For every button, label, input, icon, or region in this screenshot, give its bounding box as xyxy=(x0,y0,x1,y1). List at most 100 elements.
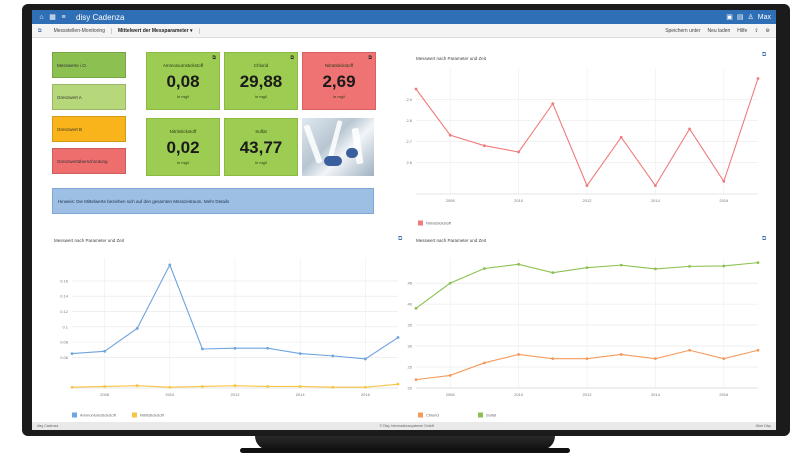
monitor-stand xyxy=(255,436,555,450)
status-bar: disy Cadenza © Disy Informationssysteme … xyxy=(32,422,776,430)
data-point xyxy=(135,326,139,330)
settings-icon[interactable]: ⚙ xyxy=(765,27,770,34)
info-banner: Hinweis: Die Mittelwerte beziehen sich a… xyxy=(52,188,374,214)
kpi-nitratstickstoff[interactable]: ⧉ Nitratstickstoff 2,69 in mg/l xyxy=(302,52,376,110)
data-point xyxy=(168,263,172,267)
data-point xyxy=(233,384,237,388)
legend-label: Sulfat xyxy=(486,413,497,418)
kpi-value: 2,69 xyxy=(322,72,356,91)
open-icon[interactable]: ⧉ xyxy=(762,52,767,58)
title-bar: ⌂ ▦ ≡ disy Cadenza ▣ ▤ ♙ Max xyxy=(32,10,776,24)
data-point xyxy=(688,348,691,352)
data-point xyxy=(298,352,302,355)
legend-label: Chlorid xyxy=(426,413,439,418)
open-icon[interactable]: ⧉ xyxy=(368,55,372,61)
save-as-button[interactable]: Speichern unter xyxy=(665,27,701,34)
data-point xyxy=(585,357,589,361)
kpi-sulfat[interactable]: Sulfat 43,77 in mg/l xyxy=(224,118,298,176)
y-tick-label: 0.1 xyxy=(62,324,68,329)
x-tick-label: 2016 xyxy=(361,392,371,397)
data-point xyxy=(448,374,452,377)
screen: ⌂ ▦ ≡ disy Cadenza ▣ ▤ ♙ Max ⧉ Messstell… xyxy=(32,10,776,430)
y-tick-label: 0.12 xyxy=(60,309,69,314)
open-icon[interactable]: ⧉ xyxy=(762,236,767,242)
home-icon[interactable]: ⌂ xyxy=(39,13,44,21)
monitor-stand-base xyxy=(240,448,570,453)
app-name: disy Cadenza xyxy=(76,12,125,22)
kpi-value: 0,02 xyxy=(166,138,200,157)
x-tick-label: 2008 xyxy=(446,198,456,203)
data-point xyxy=(135,384,139,388)
data-point xyxy=(448,133,452,137)
workbook-icon[interactable]: ⧉ xyxy=(38,27,42,34)
window-icon[interactable]: ▤ xyxy=(736,14,744,21)
open-icon[interactable]: ⧉ xyxy=(398,236,403,242)
x-tick-label: 2012 xyxy=(231,392,241,397)
y-tick-label: 35 xyxy=(408,323,413,328)
data-point xyxy=(364,385,367,389)
data-point xyxy=(483,144,486,148)
x-tick-label: 2014 xyxy=(296,392,306,397)
data-point xyxy=(396,382,400,386)
grid-icon[interactable]: ▦ xyxy=(49,14,56,21)
data-point xyxy=(483,361,486,365)
menu-icon[interactable]: ≡ xyxy=(61,13,66,21)
y-tick-label: 2.9 xyxy=(406,97,412,102)
series-line xyxy=(415,349,759,381)
status-tile-limit-a: Grenzwert A xyxy=(52,84,126,110)
x-tick-label: 2010 xyxy=(514,198,524,203)
data-point xyxy=(517,150,520,154)
data-point xyxy=(266,385,269,388)
kpi-chlorid[interactable]: ⧉ Chlorid 29,88 in mg/l xyxy=(224,52,298,110)
chart-title: Messwert nach Parameter und Zeit xyxy=(54,238,125,243)
open-icon[interactable]: ⧉ xyxy=(212,55,216,61)
data-point xyxy=(448,281,452,285)
data-point xyxy=(103,349,106,353)
user-icon[interactable]: ♙ xyxy=(747,14,754,21)
data-point xyxy=(233,346,237,350)
data-point xyxy=(483,267,486,270)
y-tick-label: 20 xyxy=(408,386,413,391)
status-tile-limit-b: Grenzwert B xyxy=(52,116,126,142)
data-point xyxy=(756,261,760,265)
reload-button[interactable]: Neu laden xyxy=(707,27,731,34)
series-line xyxy=(415,78,759,187)
x-tick-label: 2014 xyxy=(651,392,661,397)
y-tick-label: 25 xyxy=(408,365,413,370)
data-point xyxy=(688,264,691,268)
open-icon[interactable]: ⧉ xyxy=(290,55,294,61)
help-button[interactable]: Hilfe xyxy=(737,27,748,34)
y-tick-label: 40 xyxy=(408,302,413,307)
kpi-value: 0,08 xyxy=(166,72,200,91)
data-point xyxy=(551,271,555,275)
toolbar: ⧉ Messstellen-Monitoring Mittelwert der … xyxy=(32,24,776,38)
kpi-value: 29,88 xyxy=(239,72,283,91)
share-icon[interactable]: ⇪ xyxy=(754,27,759,34)
status-tile-ok: Messwerte i.O. xyxy=(52,52,126,78)
y-tick-label: 2.6 xyxy=(406,160,412,165)
x-tick-label: 2012 xyxy=(583,392,593,397)
data-point xyxy=(201,347,204,351)
kpi-nitritstickstoff[interactable]: Nitritstickstoff 0,02 in mg/l xyxy=(146,118,220,176)
y-tick-label: 2.8 xyxy=(406,118,412,123)
breadcrumb-view[interactable]: Mittelwert der Messparameter ▾ xyxy=(112,27,200,34)
data-point xyxy=(201,385,204,388)
x-tick-label: 2016 xyxy=(719,392,729,397)
y-tick-label: 0.16 xyxy=(60,278,69,283)
user-label[interactable]: Max xyxy=(757,13,771,21)
window-icon[interactable]: ▣ xyxy=(726,14,733,21)
data-point xyxy=(70,385,74,389)
data-point xyxy=(396,336,400,339)
line-chart-nitrat: 2.6 2.7 2.8 2.9 2008 2010 2012 2014 2016 Nitratst… xyxy=(406,68,760,226)
data-point xyxy=(722,180,726,183)
breadcrumb-monitoring[interactable]: Messstellen-Monitoring xyxy=(48,27,112,34)
series-line xyxy=(71,263,399,360)
data-point xyxy=(654,267,657,271)
series-line xyxy=(71,383,399,388)
kpi-ammoniumstickstoff[interactable]: ⧉ Ammoniumstickstoff 0,08 in mg/l xyxy=(146,52,220,110)
data-point xyxy=(168,385,172,389)
x-tick-label: 2010 xyxy=(514,392,524,397)
x-tick-label: 2008 xyxy=(446,392,456,397)
series-line xyxy=(415,262,759,309)
data-point xyxy=(414,378,418,382)
